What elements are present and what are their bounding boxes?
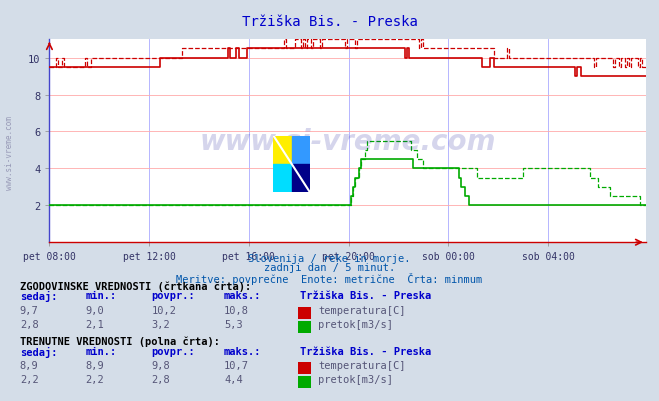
Text: min.:: min.:	[86, 346, 117, 356]
Text: 8,9: 8,9	[86, 360, 104, 370]
Text: Tržiška Bis. - Preska: Tržiška Bis. - Preska	[300, 291, 431, 301]
Text: ZGODOVINSKE VREDNOSTI (črtkana črta):: ZGODOVINSKE VREDNOSTI (črtkana črta):	[20, 281, 251, 291]
Text: Tržiška Bis. - Preska: Tržiška Bis. - Preska	[300, 346, 431, 356]
Text: 2,1: 2,1	[86, 319, 104, 329]
Text: Tržiška Bis. - Preska: Tržiška Bis. - Preska	[242, 15, 417, 29]
Text: 10,2: 10,2	[152, 305, 177, 315]
Text: povpr.:: povpr.:	[152, 346, 195, 356]
Text: 2,8: 2,8	[20, 319, 38, 329]
Text: 10,7: 10,7	[224, 360, 249, 370]
Text: sedaj:: sedaj:	[20, 291, 57, 302]
Text: pretok[m3/s]: pretok[m3/s]	[318, 374, 393, 384]
Text: www.si-vreme.com: www.si-vreme.com	[200, 128, 496, 155]
Text: 8,9: 8,9	[20, 360, 38, 370]
Text: pretok[m3/s]: pretok[m3/s]	[318, 319, 393, 329]
Text: www.si-vreme.com: www.si-vreme.com	[5, 115, 14, 189]
Text: min.:: min.:	[86, 291, 117, 301]
Text: 9,8: 9,8	[152, 360, 170, 370]
Text: 9,0: 9,0	[86, 305, 104, 315]
Bar	[273, 136, 291, 164]
Text: 3,2: 3,2	[152, 319, 170, 329]
Text: 5,3: 5,3	[224, 319, 243, 329]
Text: temperatura[C]: temperatura[C]	[318, 305, 406, 315]
Text: 2,2: 2,2	[20, 374, 38, 384]
Text: 10,8: 10,8	[224, 305, 249, 315]
Text: temperatura[C]: temperatura[C]	[318, 360, 406, 370]
Text: povpr.:: povpr.:	[152, 291, 195, 301]
Text: maks.:: maks.:	[224, 346, 262, 356]
Text: maks.:: maks.:	[224, 291, 262, 301]
Text: Slovenija / reke in morje.: Slovenija / reke in morje.	[248, 253, 411, 263]
Text: Meritve: povprečne  Enote: metrične  Črta: minmum: Meritve: povprečne Enote: metrične Črta:…	[177, 272, 482, 284]
Text: TRENUTNE VREDNOSTI (polna črta):: TRENUTNE VREDNOSTI (polna črta):	[20, 336, 219, 346]
Text: sedaj:: sedaj:	[20, 346, 57, 356]
Text: zadnji dan / 5 minut.: zadnji dan / 5 minut.	[264, 263, 395, 273]
Bar	[273, 164, 291, 192]
Bar	[291, 164, 310, 192]
Text: 2,2: 2,2	[86, 374, 104, 384]
Bar	[291, 136, 310, 164]
Text: 9,7: 9,7	[20, 305, 38, 315]
Text: 4,4: 4,4	[224, 374, 243, 384]
Text: 2,8: 2,8	[152, 374, 170, 384]
